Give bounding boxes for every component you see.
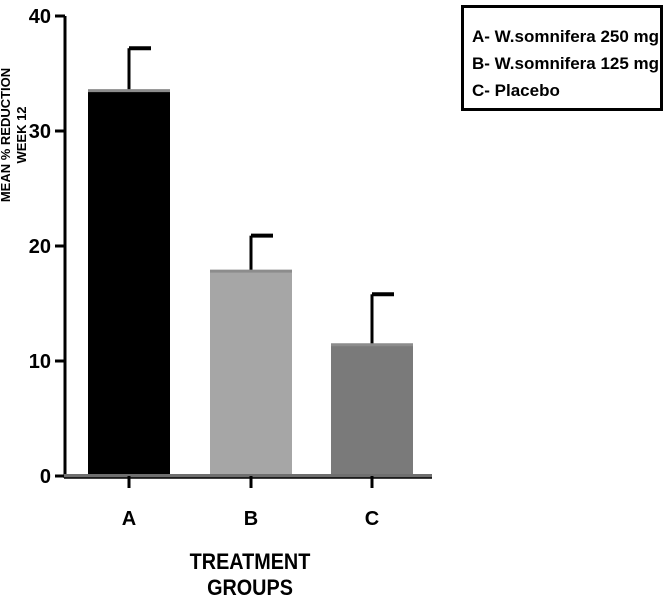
legend: A- W.somnifera 250 mg B- W.somnifera 125… <box>461 5 663 111</box>
y-tick-label: 40 <box>29 6 51 28</box>
y-tick-label: 10 <box>29 351 51 373</box>
y-axis-label-line2: WEEK 12 <box>14 106 29 164</box>
legend-entry-b: B- W.somnifera 125 mg <box>472 54 660 73</box>
x-axis: A B C <box>64 474 432 530</box>
y-tick-label: 20 <box>29 236 51 258</box>
y-tick-label: 0 <box>40 466 51 488</box>
y-tick-label: 30 <box>29 121 51 143</box>
y-axis-label-line1: MEAN % REDUCTION <box>0 67 13 203</box>
bar-a <box>88 89 170 476</box>
legend-entry-c: C- Placebo <box>472 81 560 100</box>
bar-b <box>210 270 292 476</box>
x-tick-label: A <box>122 508 136 530</box>
y-axis: 0 10 20 30 40 <box>29 6 67 488</box>
x-axis-label: TREATMENT GROUPS <box>189 549 311 600</box>
x-tick-label: C <box>365 508 379 530</box>
legend-entry-a: A- W.somnifera 250 mg <box>472 27 660 46</box>
bars <box>88 46 413 476</box>
bar-chart: 0 10 20 30 40 A B C <box>29 6 432 530</box>
y-axis-label: MEAN % REDUCTION WEEK 12 <box>0 25 38 245</box>
bar-c <box>331 343 413 476</box>
x-tick-label: B <box>244 508 258 530</box>
